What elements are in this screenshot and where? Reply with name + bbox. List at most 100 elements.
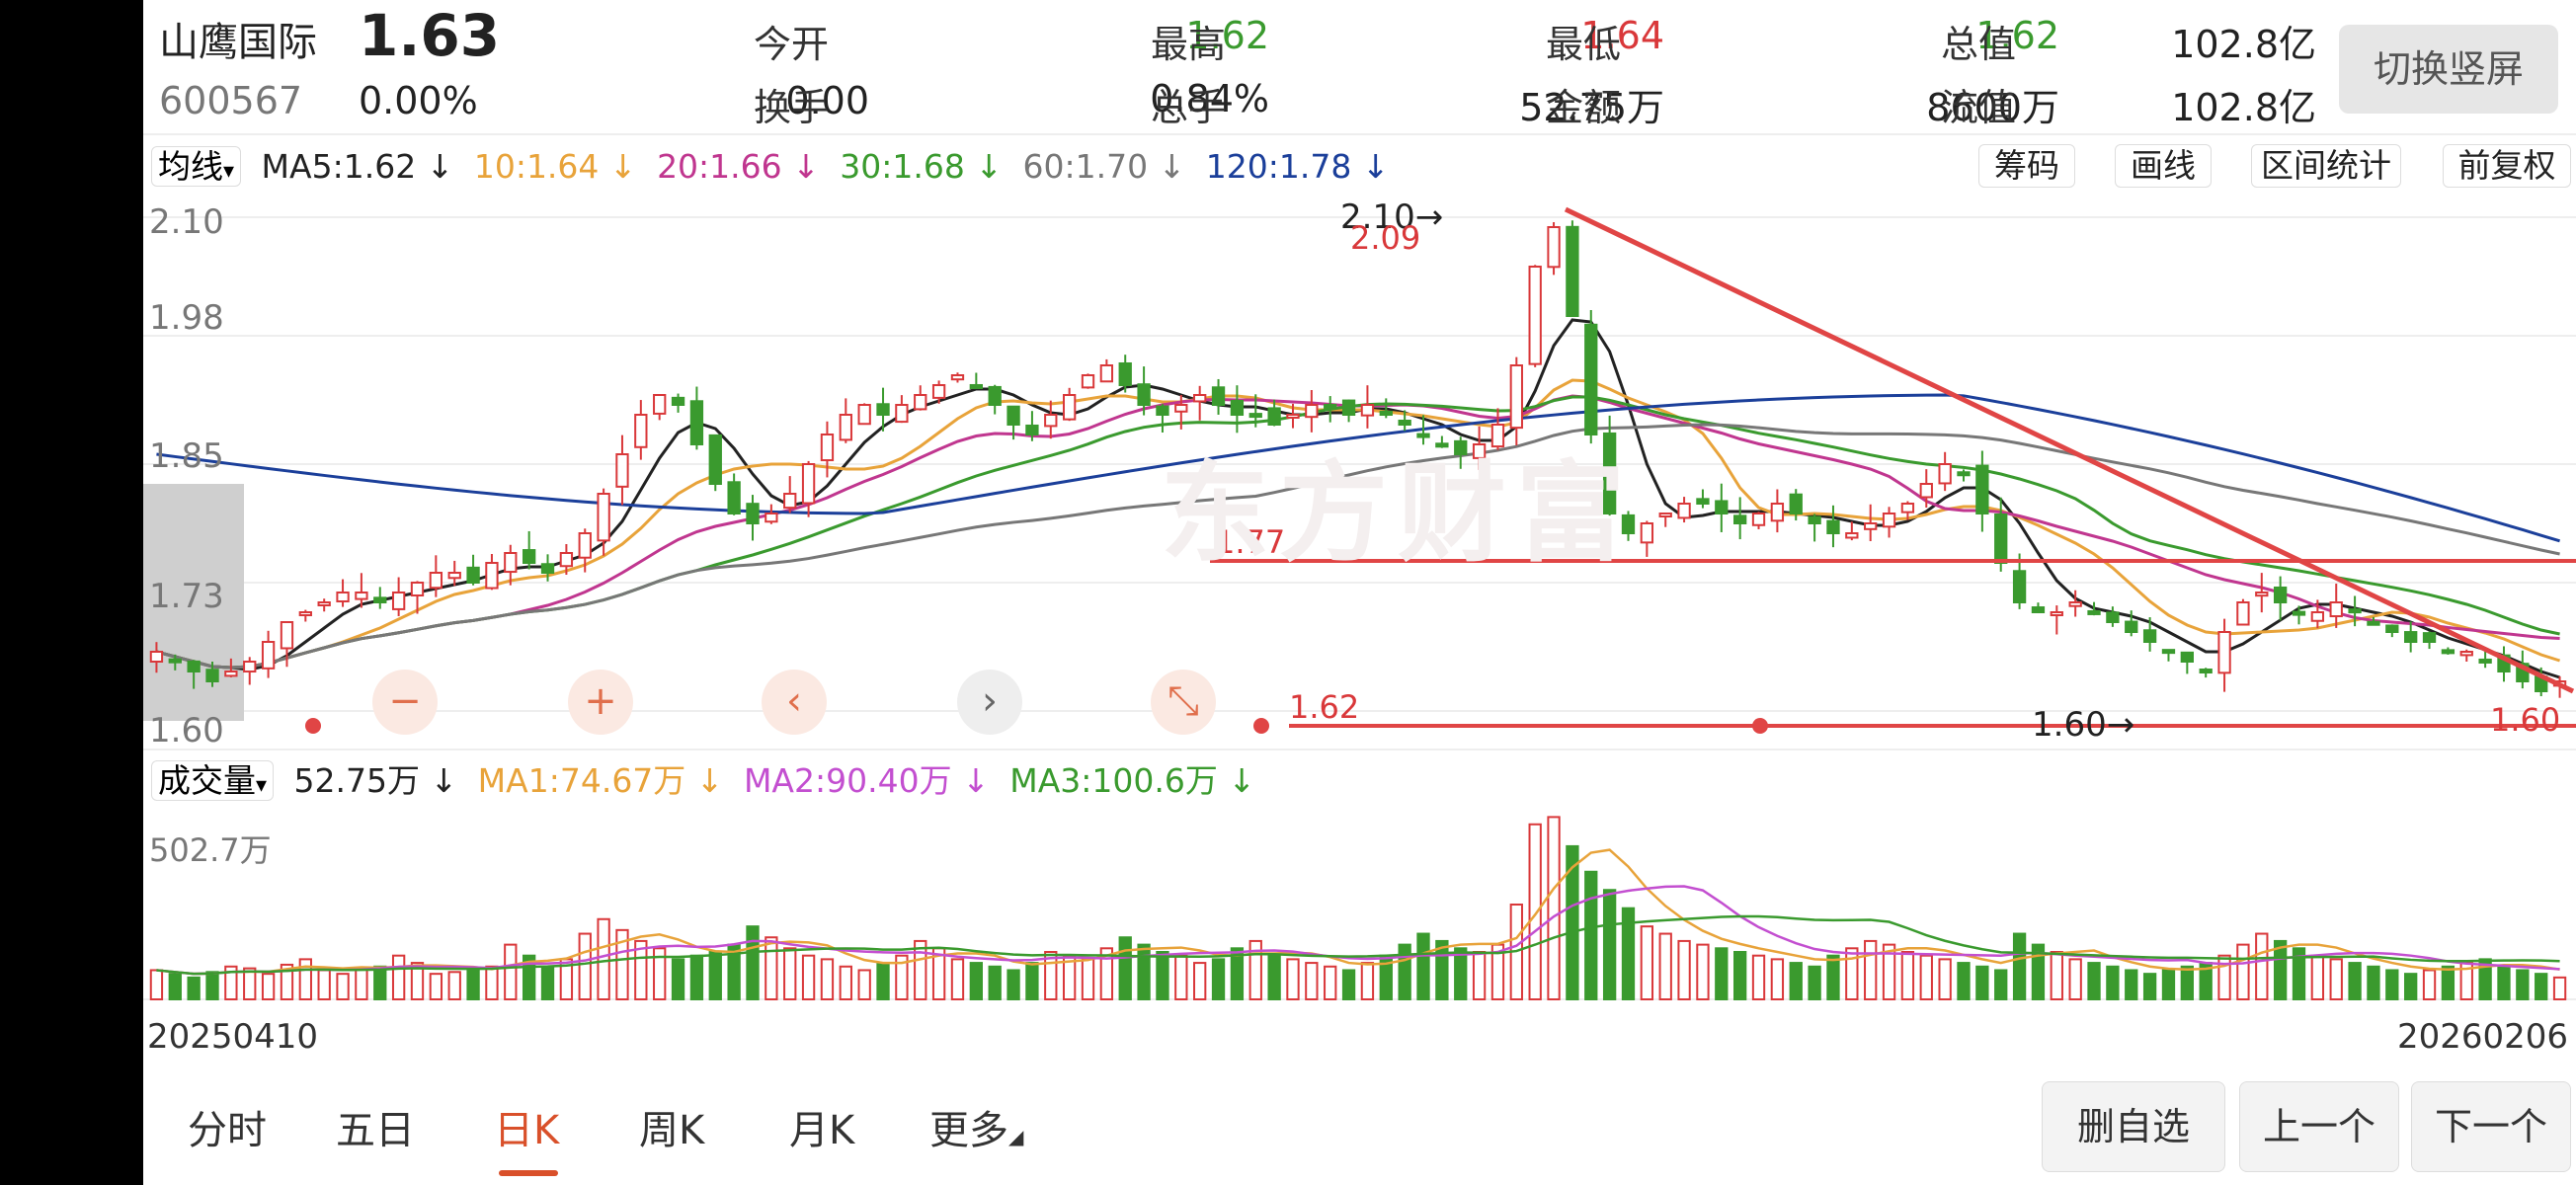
- ma-selector[interactable]: 均线▾: [151, 146, 242, 187]
- pan-right-button[interactable]: ›: [957, 670, 1022, 735]
- volume-bar: [1584, 870, 1598, 1000]
- volume-bar: [1193, 962, 1207, 1000]
- candle-body: [1062, 394, 1077, 421]
- candle-body: [2273, 586, 2288, 603]
- volume-ma3-line: [156, 914, 2560, 976]
- corner-arrow-icon: ◢: [1008, 1125, 1024, 1148]
- range-stats-button[interactable]: 区间统计: [2251, 144, 2401, 188]
- volume-bar: [1845, 947, 1859, 1000]
- low-marker-value: 1.60: [2032, 705, 2107, 745]
- stock-kline-screen: 山鹰国际 1.63 600567 0.00% 0.00 今开 1.62 最高 1…: [143, 0, 2576, 1185]
- volume-bar: [1360, 962, 1375, 1000]
- candle-body: [895, 404, 909, 424]
- volume-bar: [2535, 973, 2548, 1001]
- volume-bar: [988, 965, 1002, 1000]
- candle-body: [1099, 364, 1114, 383]
- candle-body: [1808, 515, 1821, 524]
- previous-button[interactable]: 上一个: [2239, 1081, 2399, 1172]
- candle-body: [931, 384, 946, 399]
- kline-chart[interactable]: [143, 0, 2576, 1185]
- ma120-line: [156, 393, 2561, 543]
- volume-bar: [783, 947, 797, 1000]
- volume-bar: [876, 962, 890, 1000]
- volume-bar: [2142, 973, 2157, 1001]
- candle-body: [1733, 514, 1747, 524]
- volume-selector[interactable]: 成交量▾: [151, 760, 275, 801]
- candle-body: [1267, 407, 1281, 426]
- zoom-in-button[interactable]: +: [568, 670, 633, 735]
- candle-body: [597, 493, 610, 542]
- volume-bar: [1435, 939, 1449, 1001]
- volume-bar: [1341, 969, 1356, 1001]
- candle-body: [783, 493, 797, 510]
- next-button[interactable]: 下一个: [2411, 1081, 2571, 1172]
- volume-bar: [1975, 965, 1989, 1000]
- candle-body: [2125, 620, 2138, 634]
- adjust-button[interactable]: 前复权: [2443, 144, 2571, 188]
- candle-body: [559, 552, 574, 568]
- candle-body: [2142, 629, 2157, 643]
- candle-body: [1715, 500, 1729, 515]
- end-date: 20260206: [2396, 1017, 2568, 1057]
- candle-body: [224, 671, 238, 677]
- volume-bar: [2125, 969, 2138, 1001]
- volume-bar: [1398, 943, 1411, 1000]
- candle-body: [523, 549, 536, 564]
- ma120-value: 120:1.78 ↓: [1205, 147, 1390, 186]
- pan-left-button[interactable]: ‹: [762, 670, 827, 735]
- volume-bar: [1118, 936, 1132, 1001]
- collapse-button[interactable]: ⤡: [1151, 670, 1216, 735]
- candle-body: [950, 374, 965, 381]
- candle-body: [988, 385, 1002, 407]
- line-handle: [1253, 718, 1269, 734]
- candle-body: [2404, 631, 2418, 643]
- volume-bar: [391, 954, 406, 1001]
- quote-value: 1.64: [1580, 14, 1664, 57]
- candle-body: [1490, 424, 1505, 448]
- candle-body: [1938, 463, 1952, 485]
- zoom-out-button[interactable]: −: [372, 670, 438, 735]
- y-tick-label: 2.10: [149, 202, 224, 242]
- volume-bar: [2310, 954, 2325, 1001]
- candle-body: [1975, 464, 1989, 515]
- vol-ma1: MA1:74.67万 ↓: [477, 761, 724, 800]
- tab-five-day[interactable]: 五日: [336, 1108, 415, 1153]
- volume-bar: [2068, 958, 2082, 1001]
- volume-bar: [1994, 969, 2008, 1001]
- quote-label: 总值: [1941, 23, 2017, 66]
- remove-watchlist-button[interactable]: 删自选: [2042, 1081, 2225, 1172]
- draw-line-button[interactable]: 画线: [2115, 144, 2212, 188]
- tab-monthly-k[interactable]: 月K: [789, 1108, 855, 1153]
- candle-body: [820, 434, 835, 462]
- candle-body: [876, 403, 890, 416]
- tab-intraday[interactable]: 分时: [188, 1108, 267, 1153]
- tab-more[interactable]: 更多◢: [929, 1098, 1023, 1155]
- volume-bar: [168, 973, 182, 1001]
- candle-body: [1528, 266, 1542, 365]
- candle-body: [1193, 394, 1207, 403]
- candle-body: [1324, 403, 1337, 409]
- volume-bar: [1305, 962, 1319, 1000]
- candle-body: [2422, 632, 2437, 643]
- candle-body: [746, 503, 760, 524]
- volume-bar: [1267, 954, 1281, 1001]
- volume-bar: [2516, 969, 2530, 1001]
- tab-weekly-k[interactable]: 周K: [639, 1108, 705, 1153]
- volume-bar: [2050, 951, 2063, 1000]
- volume-ma2-line: [156, 885, 2560, 976]
- candle-body: [1118, 361, 1132, 386]
- volume-bar: [1230, 947, 1245, 1000]
- tab-daily-k[interactable]: 日K: [494, 1108, 560, 1153]
- y-tick-label: 1.73: [149, 577, 224, 616]
- candle-body: [2441, 649, 2455, 655]
- switch-portrait-button[interactable]: 切换竖屏: [2339, 25, 2558, 114]
- volume-bar: [149, 969, 164, 1001]
- quote-label: 总手: [1151, 86, 1227, 129]
- candle-body: [1454, 439, 1468, 456]
- candle-body: [1081, 374, 1095, 389]
- quote-label: 今开: [754, 23, 830, 66]
- volume-bar: [1081, 958, 1095, 1001]
- chips-button[interactable]: 筹码: [1978, 144, 2075, 188]
- volume-bar: [839, 965, 852, 1000]
- volume-bar: [2497, 965, 2511, 1000]
